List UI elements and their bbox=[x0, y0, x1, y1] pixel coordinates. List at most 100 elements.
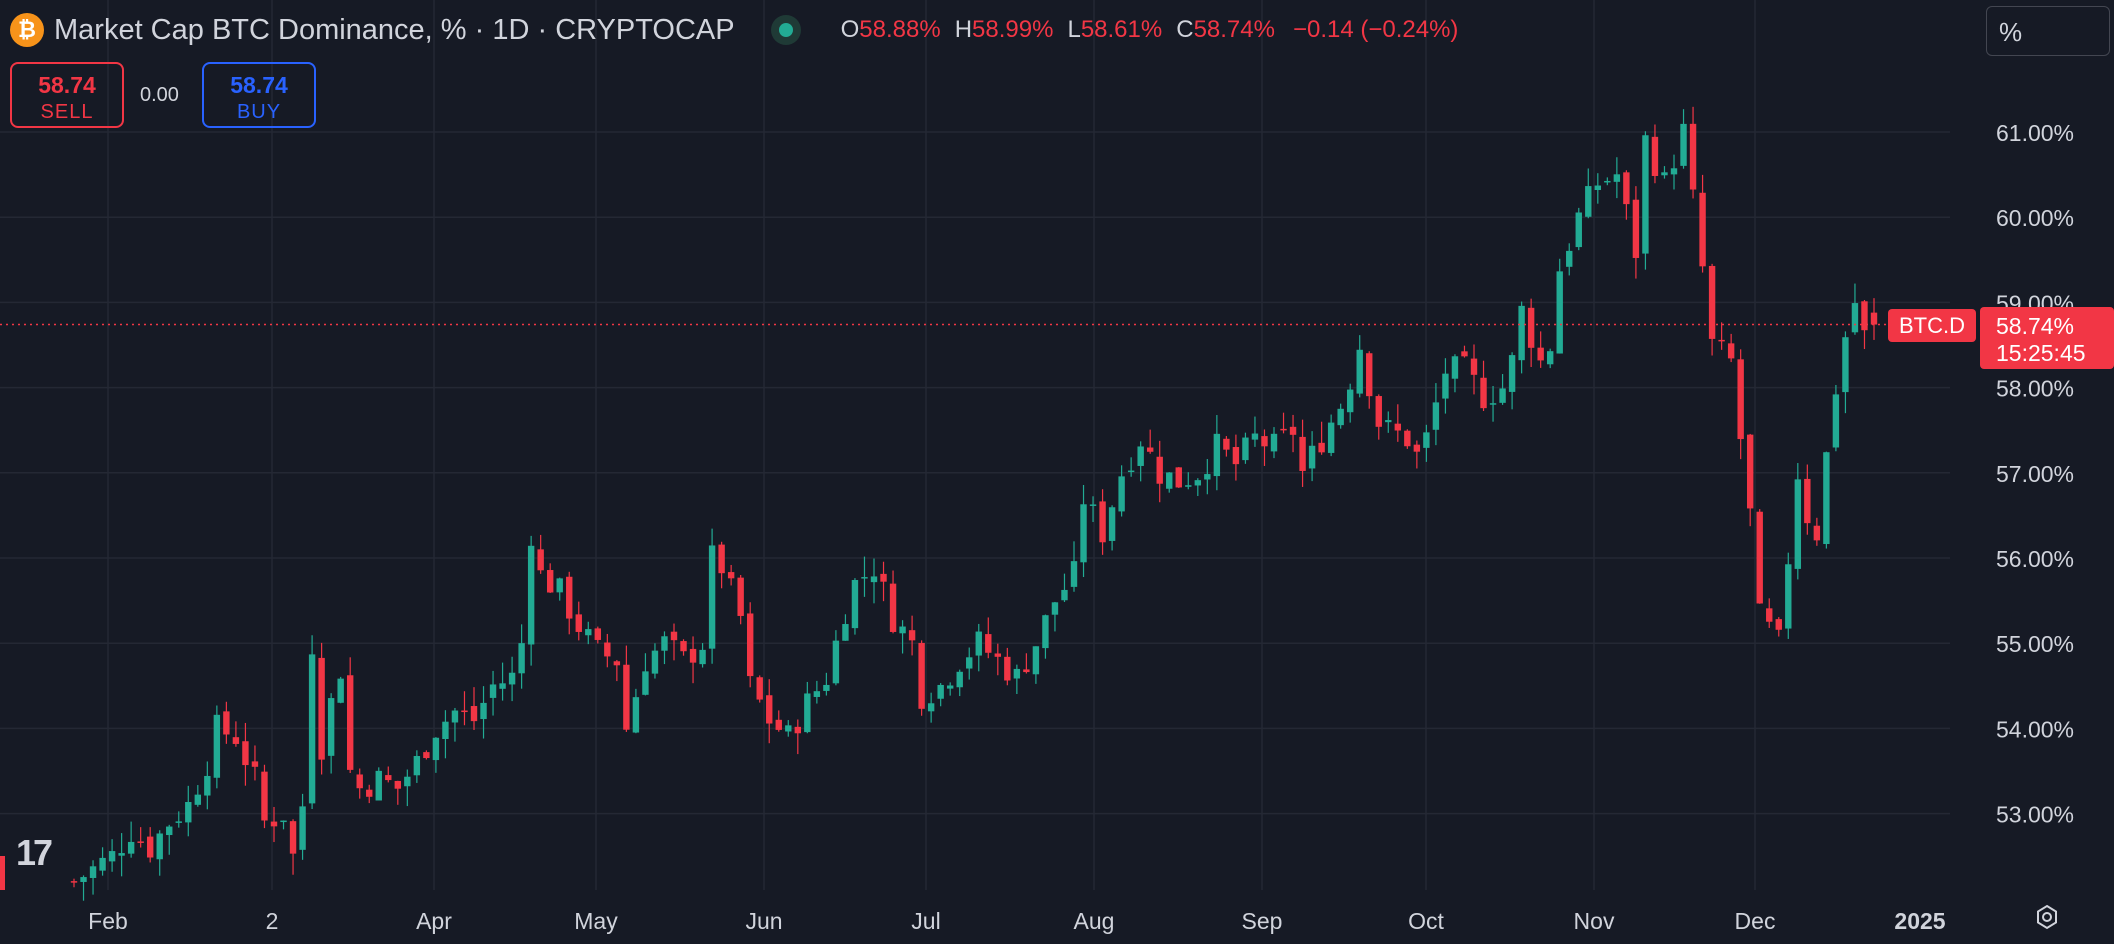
candle bbox=[689, 636, 697, 684]
candle bbox=[261, 764, 268, 829]
candle bbox=[232, 721, 240, 747]
tradingview-logo-icon[interactable]: 17 bbox=[16, 832, 53, 873]
candle bbox=[975, 623, 982, 672]
market-status-icon[interactable] bbox=[770, 15, 801, 45]
y-tick-label: 58.00% bbox=[1996, 376, 2074, 402]
x-tick-label: Apr bbox=[416, 908, 452, 934]
candle bbox=[280, 820, 287, 830]
candle bbox=[1527, 298, 1535, 368]
x-tick-label: Nov bbox=[1574, 908, 1615, 934]
candle bbox=[1280, 412, 1287, 434]
candle bbox=[1651, 124, 1659, 184]
candle bbox=[318, 642, 325, 775]
candle bbox=[785, 720, 792, 737]
candle bbox=[108, 839, 116, 872]
candle bbox=[1442, 358, 1449, 414]
y-tick-label: 53.00% bbox=[1996, 802, 2074, 828]
candle bbox=[1680, 109, 1687, 169]
candle bbox=[1766, 598, 1773, 628]
y-tick-label: 60.00% bbox=[1996, 205, 2074, 231]
candle bbox=[1642, 131, 1649, 270]
candle bbox=[566, 571, 573, 635]
x-tick-label: Jun bbox=[745, 908, 782, 934]
candle bbox=[1213, 415, 1221, 491]
candle bbox=[375, 767, 382, 801]
candle bbox=[1261, 429, 1268, 466]
candle bbox=[1623, 170, 1630, 220]
buy-button[interactable]: 58.74 BUY bbox=[202, 62, 316, 128]
candle bbox=[661, 631, 668, 665]
candle bbox=[1604, 177, 1611, 186]
candle bbox=[1366, 351, 1373, 409]
chart-title[interactable]: Market Cap BTC Dominance, % · 1D · CRYPT… bbox=[54, 13, 735, 46]
candle bbox=[1499, 374, 1506, 405]
candle bbox=[1137, 441, 1144, 482]
candle bbox=[1870, 298, 1878, 340]
candle bbox=[1823, 451, 1830, 549]
candle bbox=[832, 630, 840, 686]
candle bbox=[413, 750, 421, 783]
candle bbox=[842, 614, 849, 641]
y-tick-label: 57.00% bbox=[1996, 461, 2074, 487]
x-tick-label: May bbox=[574, 908, 618, 934]
candle bbox=[1232, 434, 1240, 481]
candle bbox=[327, 693, 335, 774]
sell-button[interactable]: 58.74 SELL bbox=[10, 62, 124, 128]
candle bbox=[870, 558, 878, 604]
candle bbox=[1127, 457, 1135, 477]
candle bbox=[537, 534, 544, 574]
candle bbox=[1813, 517, 1821, 546]
candle bbox=[708, 528, 716, 664]
grid-lines bbox=[0, 0, 1950, 890]
candle bbox=[651, 643, 659, 679]
candle bbox=[966, 647, 973, 680]
price-tag-value: 58.74% bbox=[1996, 313, 2074, 339]
candle bbox=[1432, 383, 1440, 446]
candle bbox=[937, 683, 944, 707]
gear-icon[interactable] bbox=[2034, 904, 2060, 930]
candle bbox=[880, 561, 887, 602]
candle bbox=[1718, 322, 1725, 350]
candle bbox=[118, 833, 125, 877]
candle bbox=[775, 710, 782, 732]
candle bbox=[594, 626, 602, 644]
open-key: O bbox=[840, 16, 860, 43]
y-tick-label: 56.00% bbox=[1996, 546, 2074, 572]
candle bbox=[1070, 541, 1078, 592]
candle bbox=[337, 676, 344, 704]
candle bbox=[851, 578, 859, 635]
candle bbox=[432, 737, 440, 773]
y-tick-label: 61.00% bbox=[1996, 120, 2074, 146]
y-tick-label: 54.00% bbox=[1996, 716, 2074, 742]
candle bbox=[1708, 263, 1716, 356]
candle bbox=[813, 680, 821, 704]
candle bbox=[1489, 385, 1497, 422]
candle bbox=[1423, 424, 1430, 462]
candle bbox=[404, 769, 411, 807]
ohlc-values: O58.88% H58.99% L58.61% C58.74% −0.14 (−… bbox=[841, 16, 1459, 44]
scale-mode-button[interactable]: % bbox=[1986, 6, 2110, 56]
sell-price: 58.74 bbox=[38, 72, 96, 98]
y-axis: 61.00%60.00%59.00%58.00%57.00%56.00%55.0… bbox=[1996, 120, 2074, 828]
candle bbox=[918, 640, 925, 716]
candle bbox=[1175, 467, 1182, 488]
candle bbox=[642, 653, 649, 696]
candle bbox=[1699, 174, 1706, 273]
candle bbox=[270, 806, 278, 843]
candle bbox=[804, 681, 811, 734]
candle bbox=[299, 793, 306, 860]
candle bbox=[1851, 283, 1859, 335]
candle bbox=[556, 577, 563, 601]
candle bbox=[251, 745, 259, 781]
price-tag-countdown: 15:25:45 bbox=[1996, 340, 2086, 366]
candle bbox=[575, 601, 582, 641]
candle bbox=[946, 682, 954, 696]
candle bbox=[680, 639, 687, 656]
candle bbox=[927, 692, 935, 723]
candle bbox=[308, 635, 316, 810]
candle bbox=[1518, 301, 1525, 374]
candle bbox=[1251, 416, 1259, 447]
candle bbox=[1775, 617, 1782, 637]
candle bbox=[1289, 414, 1297, 453]
